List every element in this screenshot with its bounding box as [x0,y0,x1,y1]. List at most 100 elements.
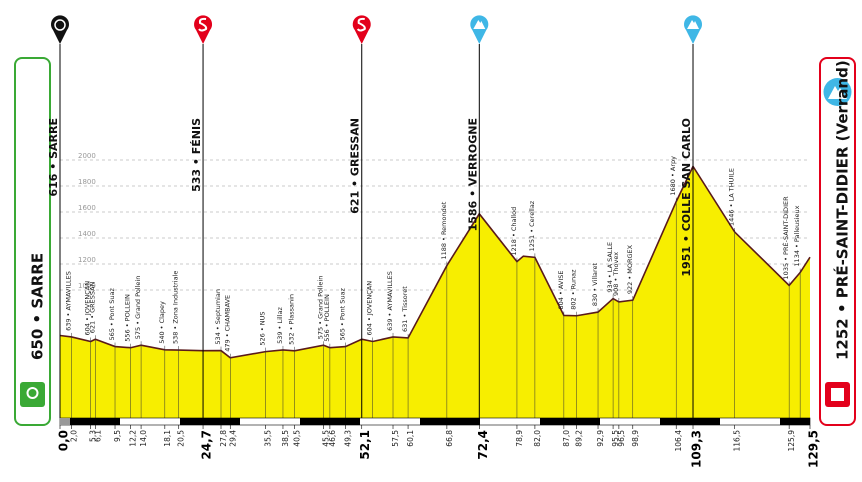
point-label: 565 • Pont Suaz [108,288,116,341]
x-tick-label: 20,5 [177,430,186,447]
start-icon-pin [26,387,39,399]
point-label: 1251 • Cerellaz [528,200,536,251]
distance-strip-segment [180,418,240,425]
finish-label: 1252 • PRÉ-SAINT-DIDIER (Verrand) [833,60,852,360]
y-tick-label: 1000 [78,282,96,290]
start-box [14,57,51,426]
x-tick-label: 72,4 [476,430,490,460]
point-label: 1218 • Challod [510,207,518,256]
x-tick-label: 116,5 [733,430,742,452]
marker-icon [687,20,700,29]
marker-label: 1586 • VERROGNE [466,118,479,231]
x-tick-label: 87,0 [562,430,571,447]
marker-icon [54,19,66,31]
marker-icon [473,20,486,29]
finish-mountain-shape [828,86,847,99]
x-tick-label: 12,2 [129,430,138,447]
x-tick-label: 82,0 [533,430,542,447]
point-label: 802 • Runaz [570,269,578,310]
x-tick-label: 29,4 [228,430,237,447]
point-label: 934 • LA SALLE [606,242,614,293]
x-tick-label: 9,5 [113,430,122,442]
x-tick-label: 27,8 [219,430,228,447]
point-label: 804 • AVISE [557,270,565,309]
point-label: 830 • Villaret [591,262,599,306]
point-label: 908 • Thovex [612,252,620,296]
y-tick-label: 1400 [78,230,96,238]
x-tick-label: 66,8 [445,430,454,447]
x-tick-label: 5,3 [89,430,98,442]
marker-icon [356,17,366,32]
x-tick-label: 38,5 [281,430,290,447]
distance-strip-segment [60,418,120,425]
finish-flag [831,388,844,401]
y-tick-label: 1200 [78,256,96,264]
x-tick-label: 109,3 [690,430,704,468]
x-tick-label: 18,1 [163,430,172,447]
distance-strip-segment [420,418,480,425]
point-label: 621 • GRESSAN [88,281,96,333]
x-tick-label: 35,5 [264,430,273,447]
start-icon [20,382,45,407]
marker-pin [470,15,489,45]
marker-label: 1951 • COLLE SAN CARLO [680,118,693,277]
x-tick-label: 92,9 [596,430,605,447]
x-tick-label: 24,7 [200,430,214,460]
x-tick-label: 6,1 [93,430,102,442]
distance-strip-segment [660,418,720,425]
x-tick-label: 40,5 [293,430,302,447]
x-tick-label: 45,5 [322,430,331,447]
point-label: 1446 • LA THUILE [728,168,736,226]
point-label: 639 • AYMAVILLES [386,271,394,331]
marker-icon [198,17,208,32]
point-label: 532 • Plassanin [288,294,296,345]
x-tick-label: 52,1 [358,430,372,460]
point-label: 534 • Septumian [214,289,222,345]
x-tick-label: 57,5 [391,430,400,447]
point-label: 631 • Tissoret [401,286,409,332]
x-tick-label: 96,5 [617,430,626,447]
point-label: 479 • CHAMBAVE [223,295,231,352]
distance-strip-segment [540,418,600,425]
point-label: 556 • POLLEIN [124,294,132,342]
point-label: 540 • Clapey [158,301,166,344]
start-label: 650 • SARRE [29,253,47,360]
finish-box [819,57,856,426]
x-tick-label: 89,2 [575,430,584,447]
x-tick-label: 95,5 [611,430,620,447]
marker-label: 616 • SARRE [47,118,60,197]
x-tick-label: 46,6 [328,430,337,447]
point-label: 539 • Lillaz [276,307,284,344]
x-tick-label: 78,9 [515,430,524,447]
plot: 1000 1200 1400 1600 1800 2000 639 • AYMAVILLES… [47,15,821,468]
point-label: 1035 • PRÉ-SAINT-DIDIER [781,196,790,280]
x-tick-label: 49,3 [344,430,353,447]
point-label: 575 • Grand Pollein [317,276,325,340]
point-label: 604 • JOVENÇAN [84,281,92,336]
strip-start [60,418,70,425]
marker-label: 621 • GRESSAN [349,118,362,214]
point-label: 1134 • Palleusieux [793,205,801,266]
marker-pin [684,15,703,45]
point-label: 556 • POLLEIN [323,294,331,342]
x-tick-label: 125,9 [787,430,796,452]
y-tick-label: 1800 [78,178,96,186]
x-tick-label: 98,9 [631,430,640,447]
point-label: 639 • AYMAVILLES [65,271,73,331]
y-tick-label: 1600 [78,204,96,212]
x-tick-label: 0,0 [57,430,71,451]
distance-strip-segment [780,418,810,425]
point-label: 922 • MORGEX [626,244,634,294]
point-label: 575 • Grand Pollein [134,276,142,340]
x-tick-label: 2,0 [70,430,79,442]
x-tick-label: 106,4 [674,430,683,452]
point-label: 565 • Pont Suaz [339,288,347,341]
distance-strip-segment [300,418,360,425]
point-label: 526 • NUS [259,311,267,345]
point-label: 604 • JOVENÇAN [366,281,374,336]
x-tick-label: 129,5 [807,430,821,468]
point-label: 1188 • Remondet [440,201,448,259]
x-tick-label: 14,0 [139,430,148,447]
y-tick-label: 2000 [78,152,96,160]
